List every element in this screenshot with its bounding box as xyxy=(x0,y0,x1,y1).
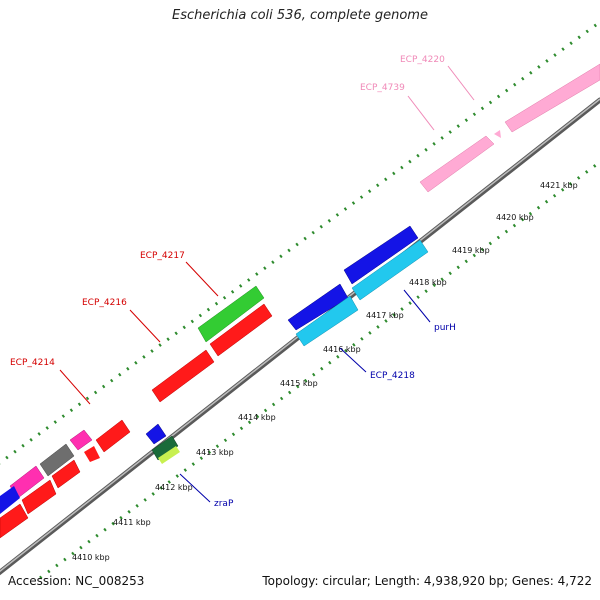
label-ecp-4214[interactable]: ECP_4214 xyxy=(10,358,55,368)
gene-ecp-4739[interactable] xyxy=(419,135,495,193)
label-ecp-4739[interactable]: ECP_4739 xyxy=(360,83,405,93)
gene-red-3[interactable] xyxy=(51,459,81,489)
kbp-label: 4420 kbp xyxy=(496,213,534,222)
kbp-label: 4417 kbp xyxy=(366,311,404,320)
gene-ecp-4218[interactable] xyxy=(295,295,359,347)
map-title: Escherichia coli 536, complete genome xyxy=(172,8,428,23)
gene-labels: ECP_4220 ECP_4739 ECP_4217 ECP_4216 ECP_… xyxy=(10,55,456,509)
gene-ecp-4220[interactable] xyxy=(504,63,600,133)
gene-red-5[interactable] xyxy=(0,503,29,539)
gene-ecp-4214[interactable] xyxy=(69,429,93,451)
gene-ecp-4220-end[interactable] xyxy=(494,130,501,138)
gene-cyan-1[interactable] xyxy=(351,239,429,301)
tick-track-outer xyxy=(0,20,600,465)
kbp-labels: 4410 kbp 4411 kbp 4412 kbp 4413 kbp 4414… xyxy=(72,181,578,562)
kbp-label: 4411 kbp xyxy=(113,518,151,527)
genes-forward xyxy=(0,63,600,539)
label-purH[interactable]: purH xyxy=(434,323,456,333)
kbp-label: 4413 kbp xyxy=(196,448,234,457)
kbp-label: 4412 kbp xyxy=(155,483,193,492)
gene-red-4[interactable] xyxy=(21,479,57,515)
gene-blue-small[interactable] xyxy=(145,423,167,445)
gene-purH[interactable] xyxy=(343,225,419,285)
gene-blue-left[interactable] xyxy=(0,486,20,514)
kbp-label: 4410 kbp xyxy=(72,553,110,562)
gene-zraP[interactable] xyxy=(151,435,179,461)
kbp-label: 4414 kbp xyxy=(238,413,276,422)
label-ecp-4217[interactable]: ECP_4217 xyxy=(140,251,185,261)
genome-backbone xyxy=(0,97,600,576)
accession-text: Accession: NC_008253 xyxy=(8,574,145,588)
tick-track-inner xyxy=(39,160,600,580)
gene-red-1[interactable] xyxy=(95,419,131,453)
genes-reverse xyxy=(145,225,429,464)
label-ecp-4216[interactable]: ECP_4216 xyxy=(82,298,127,308)
kbp-label: 4421 kbp xyxy=(540,181,578,190)
kbp-label: 4419 kbp xyxy=(452,246,490,255)
label-ecp-4220[interactable]: ECP_4220 xyxy=(400,55,445,65)
leader-lines xyxy=(59,65,475,503)
label-ecp-4218[interactable]: ECP_4218 xyxy=(370,371,415,381)
gene-ecp-4216-b[interactable] xyxy=(209,303,273,357)
gene-gray[interactable] xyxy=(39,443,75,477)
label-zraP[interactable]: zraP xyxy=(214,499,234,509)
kbp-label: 4418 kbp xyxy=(409,278,447,287)
genome-summary: Topology: circular; Length: 4,938,920 bp… xyxy=(262,574,592,588)
kbp-label: 4415 kbp xyxy=(280,379,318,388)
gene-ecp-4216[interactable] xyxy=(151,349,215,403)
gene-red-2[interactable] xyxy=(84,446,100,462)
gene-lime[interactable] xyxy=(158,446,180,464)
gene-ecp-4217[interactable] xyxy=(197,285,265,343)
